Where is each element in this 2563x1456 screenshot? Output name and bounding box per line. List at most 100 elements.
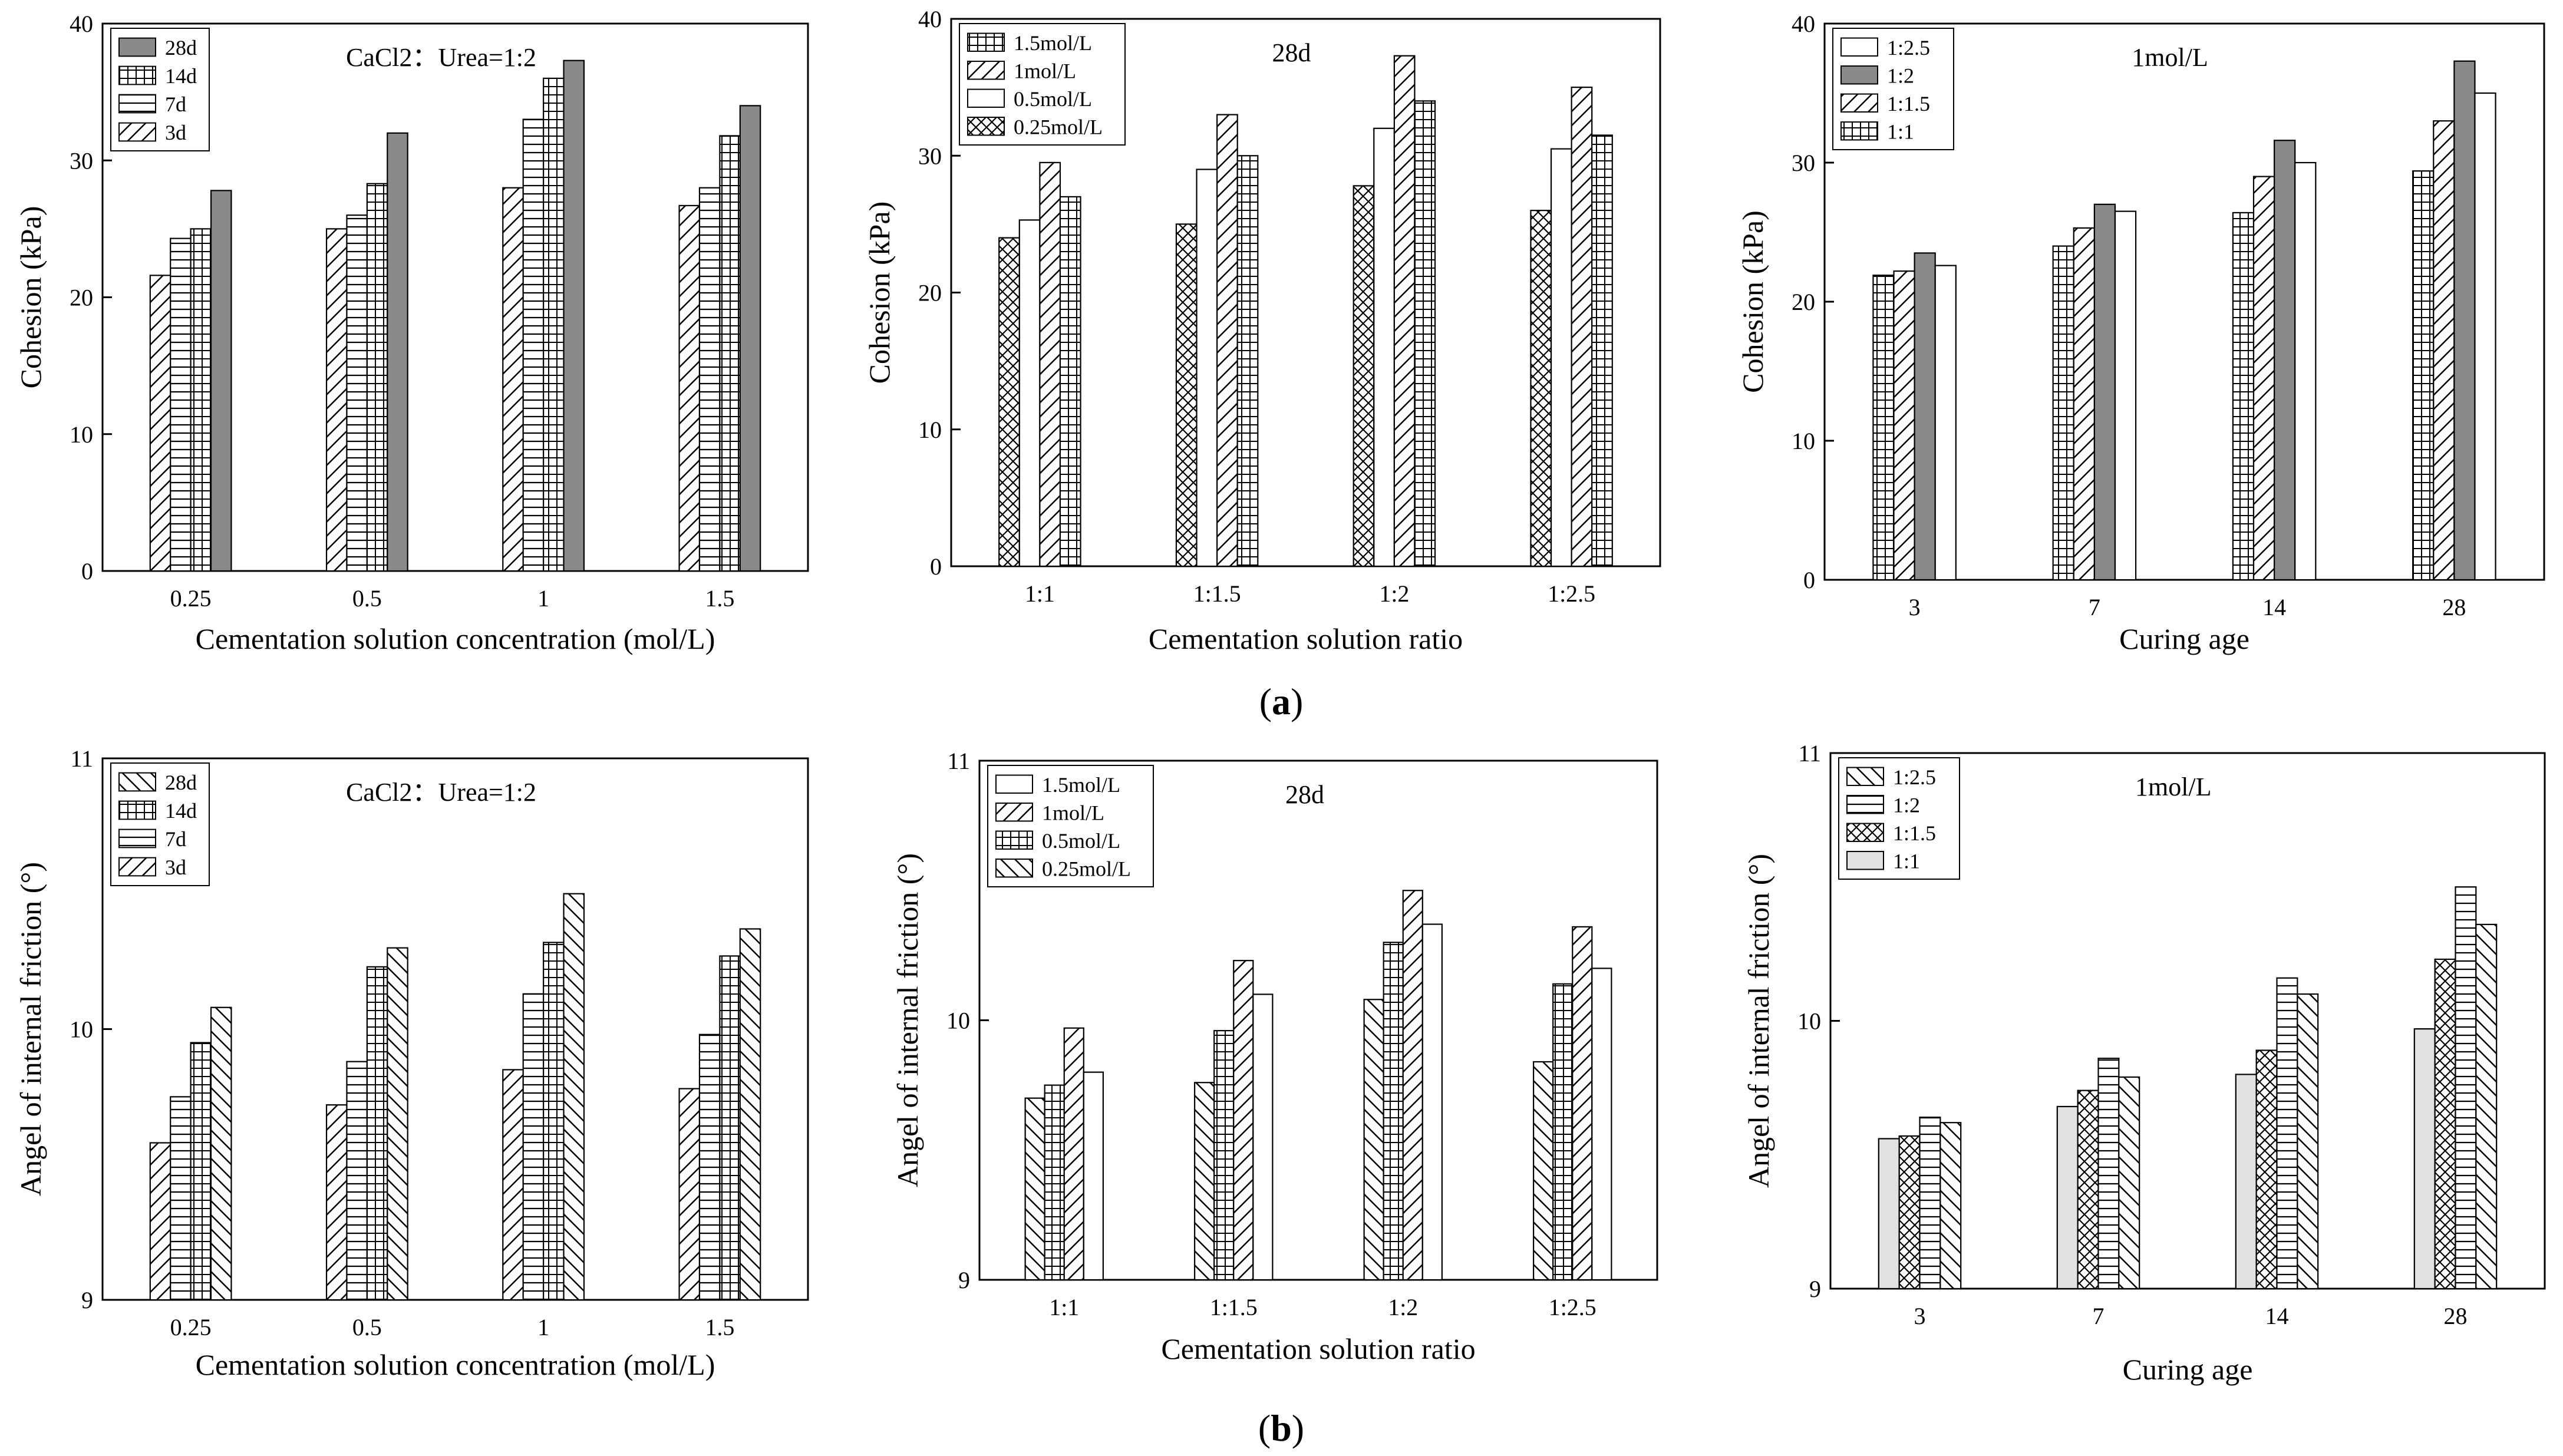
legend-label: 1:2	[1887, 64, 1914, 87]
bar	[1872, 275, 1895, 581]
y-tick-label: 0	[1803, 567, 1815, 593]
bar	[2235, 1074, 2257, 1290]
legend-swatch	[118, 65, 156, 85]
legend-swatch	[1840, 121, 1878, 141]
bar	[149, 1142, 171, 1301]
bar	[522, 118, 545, 572]
bar	[2294, 161, 2317, 581]
bar	[2097, 1058, 2120, 1290]
bar	[2093, 203, 2116, 581]
legend-label: 1:2	[1893, 793, 1920, 817]
bar	[2455, 886, 2477, 1290]
chart-annotation: 1mol/L	[2132, 43, 2208, 72]
y-tick-label: 30	[70, 147, 93, 174]
y-tick-label: 20	[1792, 289, 1815, 315]
bar	[1039, 161, 1061, 567]
x-tick-label: 1.5	[705, 1314, 734, 1341]
legend-label: 0.5mol/L	[1042, 829, 1120, 853]
bar	[2274, 140, 2296, 581]
x-tick-label: 0.25	[170, 1314, 212, 1341]
chart-annotation: CaCl2：Urea=1:2	[346, 778, 536, 807]
legend-swatch	[118, 122, 156, 142]
legend-swatch	[1840, 93, 1878, 113]
legend-swatch	[1846, 823, 1884, 842]
bar	[739, 928, 761, 1301]
bar	[149, 275, 171, 572]
bar	[2077, 1089, 2099, 1290]
x-tick-label: 1:2.5	[1549, 1294, 1596, 1320]
panel-labels: (a) (b)	[1258, 681, 1304, 1449]
x-tick-label: 14	[2265, 1303, 2289, 1329]
y-tick-label: 10	[1797, 1008, 1821, 1035]
bar	[1196, 169, 1218, 567]
bar	[210, 190, 232, 572]
x-tick-label: 28	[2444, 1303, 2468, 1329]
legend-swatch	[995, 774, 1033, 794]
bar	[2276, 977, 2298, 1290]
bar	[2056, 1105, 2079, 1290]
bar	[1216, 114, 1238, 567]
legend-swatch	[995, 830, 1033, 850]
x-tick-label: 14	[2262, 594, 2286, 620]
bar	[1393, 55, 1416, 567]
x-tick-label: 3	[1909, 594, 1921, 620]
x-tick-label: 1:1	[1025, 580, 1055, 607]
y-axis-title: Angel of internal friction (°)	[1742, 854, 1775, 1188]
y-axis-title: Cohesion (kPa)	[863, 202, 896, 384]
legend-swatch	[995, 803, 1033, 822]
bar	[2114, 210, 2137, 581]
bar	[1914, 252, 1936, 581]
legend-label: 3d	[165, 856, 186, 879]
bar	[1414, 100, 1436, 567]
bar	[1363, 999, 1384, 1281]
y-tick-label: 11	[1798, 740, 1821, 767]
bar	[1571, 87, 1593, 567]
bar	[1550, 148, 1572, 567]
legend-swatch	[967, 32, 1005, 52]
bar	[1552, 983, 1574, 1281]
y-axis-title: Cohesion (kPa)	[1736, 210, 1769, 393]
y-tick-label: 11	[947, 748, 970, 774]
bar	[543, 942, 565, 1301]
bar	[522, 993, 545, 1301]
y-tick-label: 40	[918, 6, 942, 32]
y-tick-label: 9	[81, 1287, 93, 1313]
y-tick-label: 0	[81, 558, 93, 585]
bar	[190, 1042, 212, 1301]
legend-label: 1mol/L	[1014, 59, 1076, 82]
bar	[2475, 923, 2498, 1290]
y-tick-label: 20	[70, 285, 93, 311]
bar	[1024, 1097, 1045, 1281]
bar	[563, 893, 585, 1301]
legend-label: 1:2.5	[1893, 765, 1936, 789]
bar	[2434, 958, 2456, 1290]
bar	[719, 135, 741, 572]
bar	[170, 237, 192, 572]
bar	[2413, 1028, 2436, 1290]
legend-label: 0.25mol/L	[1014, 115, 1103, 138]
y-tick-label: 9	[1809, 1276, 1821, 1302]
y-axis-title: Angel of internal friction (°)	[891, 853, 924, 1187]
legend-label: 1:1.5	[1887, 92, 1930, 115]
bar	[2118, 1076, 2140, 1290]
bar	[719, 955, 741, 1301]
y-tick-label: 40	[1792, 11, 1815, 37]
x-tick-label: 1:1.5	[1193, 580, 1241, 607]
bar	[1591, 968, 1612, 1281]
bar	[366, 183, 388, 572]
x-tick-label: 0.25	[170, 585, 212, 612]
bar	[2433, 120, 2455, 581]
legend-swatch	[1846, 767, 1884, 786]
y-tick-label: 0	[930, 553, 942, 580]
legend-swatch	[967, 117, 1005, 136]
bar	[325, 1104, 348, 1301]
bar	[1018, 219, 1041, 567]
legend-swatch	[118, 772, 156, 792]
bar	[1063, 1027, 1084, 1281]
x-tick-label: 1:2	[1388, 1294, 1418, 1320]
legend-swatch	[967, 88, 1005, 108]
chart-annotation: 28d	[1285, 780, 1324, 809]
legend-swatch	[1846, 851, 1884, 870]
bar	[2252, 176, 2275, 581]
